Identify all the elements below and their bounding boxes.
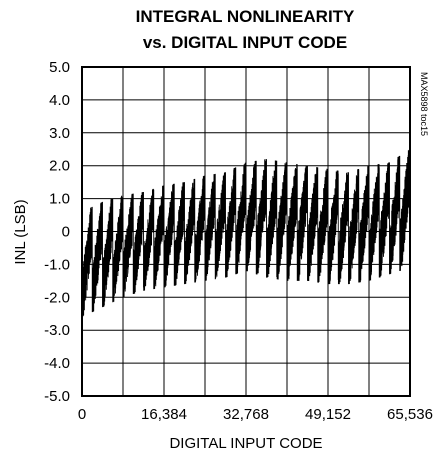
x-axis-label: DIGITAL INPUT CODE (169, 435, 322, 452)
inl-series-line (81, 149, 411, 318)
y-tick-label: -2.0 (44, 289, 70, 306)
x-tick-label: 32,768 (223, 406, 269, 423)
y-tick-label: -3.0 (44, 322, 70, 339)
y-tick-label: 5.0 (49, 59, 70, 76)
x-tick-label: 49,152 (305, 406, 351, 423)
figure-id-note: MAX5898 toc15 (419, 72, 429, 136)
y-axis-label: INL (LSB) (12, 199, 29, 264)
y-tick-label: -1.0 (44, 256, 70, 273)
y-tick-label: 2.0 (49, 158, 70, 175)
x-tick-label: 16,384 (141, 406, 187, 423)
y-tick-label: -4.0 (44, 355, 70, 372)
plot-frame (81, 66, 411, 397)
x-tick-label: 0 (78, 406, 86, 423)
chart-title-line1: INTEGRAL NONLINEARITY (136, 7, 355, 26)
y-tick-label: 1.0 (49, 191, 70, 208)
x-tick-label: 65,536 (387, 406, 433, 423)
x-axis-ticks: 0 16,384 32,768 49,152 65,536 (78, 406, 433, 423)
y-tick-label: 3.0 (49, 125, 70, 142)
inl-series (81, 149, 411, 318)
y-tick-label: -5.0 (44, 388, 70, 405)
y-tick-label: 0 (62, 224, 70, 241)
y-axis-ticks: 5.0 4.0 3.0 2.0 1.0 0 -1.0 -2.0 -3.0 -4.0 -5.0 (44, 59, 70, 405)
chart-title-line2: vs. DIGITAL INPUT CODE (143, 33, 347, 52)
y-tick-label: 4.0 (49, 92, 70, 109)
